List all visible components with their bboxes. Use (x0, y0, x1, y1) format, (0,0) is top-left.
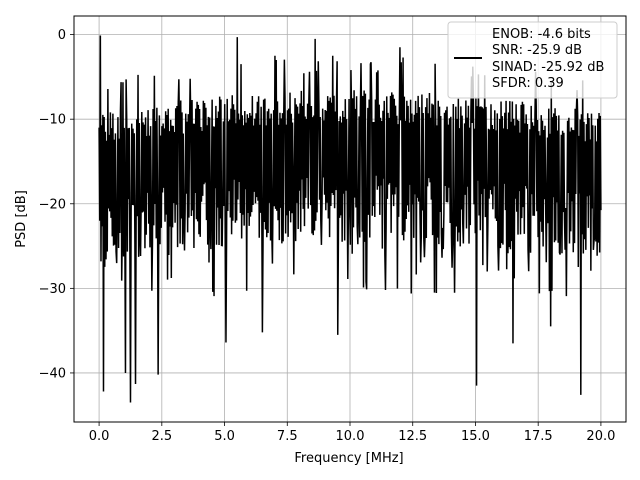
x-tick-label: 17.5 (524, 429, 553, 444)
x-tick-label: 12.5 (398, 429, 427, 444)
legend-entry-snr: SNR: -25.9 dB (492, 43, 582, 58)
x-tick-label: 7.5 (277, 429, 298, 444)
x-tick-label: 20.0 (586, 429, 615, 444)
y-tick-label: 0 (58, 28, 66, 43)
legend-entry-sinad: SINAD: -25.92 dB (492, 60, 604, 75)
y-tick-label: −10 (39, 113, 66, 128)
y-axis-ticks: 0 −10 −20 −30 −40 (39, 28, 74, 381)
y-axis-label: PSD [dB] (14, 190, 29, 248)
y-tick-label: −30 (39, 282, 66, 297)
y-tick-label: −40 (39, 366, 66, 381)
x-axis-label: Frequency [MHz] (294, 451, 403, 466)
legend-entry-sfdr: SFDR: 0.39 (492, 76, 564, 91)
x-axis-ticks: 0.0 2.5 5.0 7.5 10.0 12.5 15.0 17.5 20.0 (89, 422, 615, 444)
y-tick-label: −20 (39, 197, 66, 212)
x-tick-label: 0.0 (89, 429, 110, 444)
legend-box (447, 21, 618, 99)
x-tick-label: 10.0 (336, 429, 365, 444)
data-series (98, 35, 602, 403)
legend: ENOB: -4.6 bits SNR: -25.9 dB SINAD: -25… (447, 21, 618, 99)
psd-series-line (98, 35, 602, 403)
x-tick-label: 15.0 (461, 429, 490, 444)
legend-entry-enob: ENOB: -4.6 bits (492, 27, 591, 42)
x-tick-label: 2.5 (151, 429, 172, 444)
x-tick-label: 5.0 (214, 429, 235, 444)
